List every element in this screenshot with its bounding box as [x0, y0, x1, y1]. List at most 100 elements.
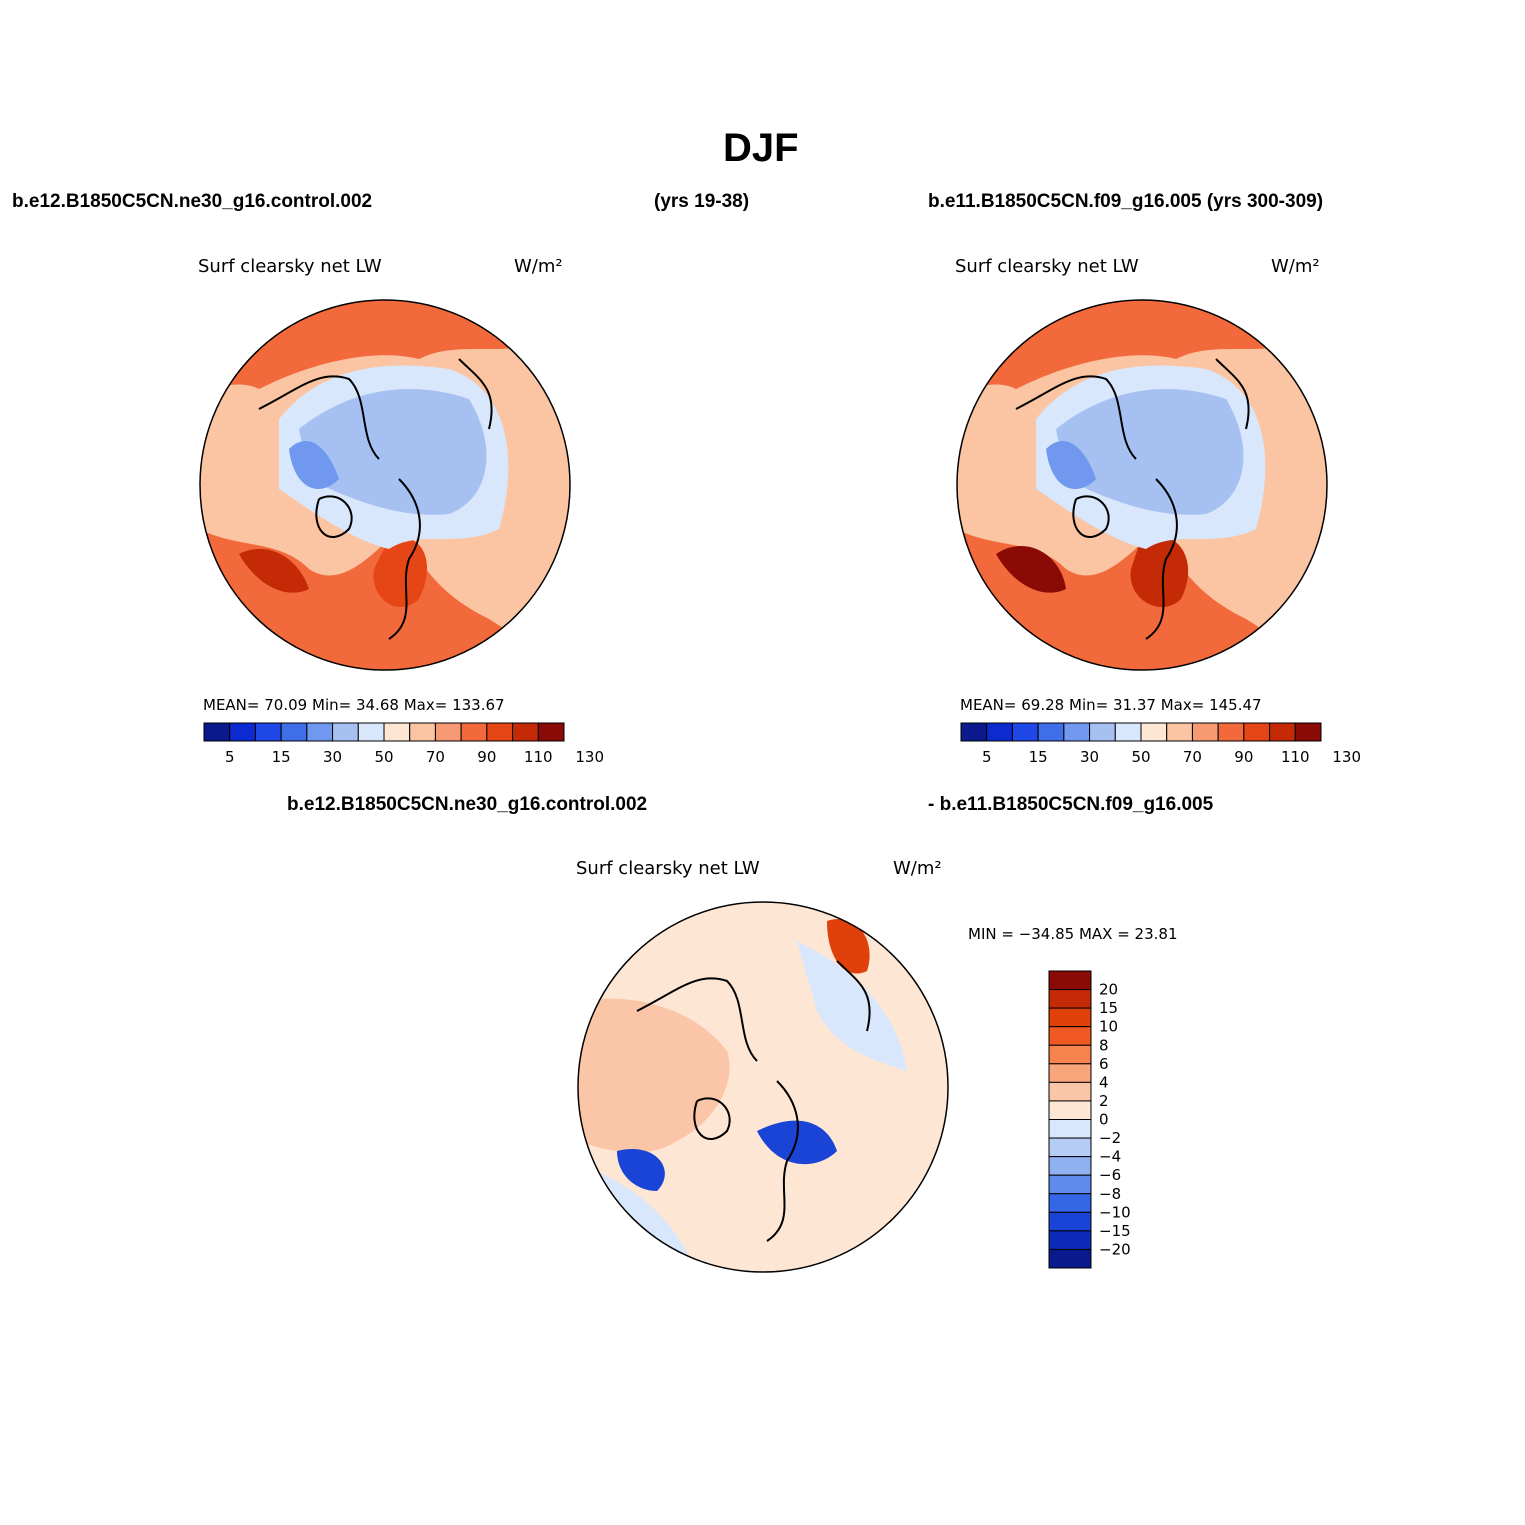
colorbar-swatch [1089, 722, 1116, 742]
colorbar-tick-label: 70 [426, 748, 445, 766]
colorbar-swatch [1243, 722, 1271, 742]
colorbar-tick-label: 110 [524, 748, 553, 766]
max-label: Max= [403, 696, 448, 714]
panel1-units: W/m² [514, 256, 563, 277]
colorbar-swatch [1048, 1007, 1092, 1028]
colorbar-tick-label: 90 [1234, 748, 1253, 766]
colorbar-swatch [203, 722, 231, 742]
colorbar-swatch [1037, 722, 1065, 742]
colorbar-swatch [1048, 1137, 1092, 1158]
panel1-variable: Surf clearsky net LW [198, 256, 382, 277]
colorbar-tick-label: −15 [1099, 1222, 1131, 1240]
colorbar-tick-label: 5 [225, 748, 235, 766]
colorbar-swatch [1114, 722, 1142, 742]
colorbar-tick-label: 20 [1099, 981, 1118, 999]
colorbar-tick-label: 2 [1099, 1092, 1109, 1110]
colorbar-swatch [1048, 1230, 1092, 1250]
colorbar-tick-label: 10 [1099, 1018, 1118, 1036]
colorbar-swatch [1048, 1193, 1092, 1213]
colorbar-tick-label: 4 [1099, 1073, 1109, 1091]
colorbar-tick-label: 15 [1029, 748, 1048, 766]
colorbar-swatch [383, 722, 411, 742]
case-b-name: b.e11.B1850C5CN.f09_g16.005 (yrs 300-309… [928, 191, 1324, 212]
colorbar-tick-label: 0 [1099, 1111, 1109, 1129]
diff-map [577, 901, 949, 1273]
panel1-field-coldest [289, 440, 339, 489]
colorbar-swatch [1166, 722, 1193, 742]
panel2-variable: Surf clearsky net LW [955, 256, 1139, 277]
colorbar-swatch [1217, 722, 1245, 742]
colorbar-tick-label: 130 [1332, 748, 1361, 766]
colorbar-swatch [1048, 989, 1092, 1009]
colorbar-tick-label: −8 [1099, 1185, 1121, 1203]
panel1-stats: MEAN= 70.09 Min= 34.68 Max= 133.67 [203, 696, 505, 714]
panel2-field-hot [996, 546, 1066, 593]
min-label: Min= [312, 696, 352, 714]
colorbar-swatch [1140, 722, 1168, 742]
panel2-units: W/m² [1271, 256, 1320, 277]
colorbar-swatch [229, 722, 256, 742]
colorbar-tick-label: 15 [1099, 999, 1118, 1017]
colorbar-swatch [332, 722, 359, 742]
colorbar-swatch [254, 722, 282, 742]
colorbar-swatch [1048, 1026, 1092, 1046]
panel2-map [956, 299, 1328, 671]
plot-title: DJF [723, 126, 799, 170]
colorbar-tick-label: 70 [1183, 748, 1202, 766]
colorbar-tick-label: 8 [1099, 1036, 1109, 1054]
diff-units: W/m² [893, 858, 942, 879]
colorbar-tick-label: 15 [272, 748, 291, 766]
colorbar-swatch [1048, 1081, 1092, 1102]
colorbar-swatch [434, 722, 462, 742]
colorbar-swatch [1048, 1156, 1092, 1176]
colorbar-tick-label: −4 [1099, 1148, 1121, 1166]
panel2-field-colder [1056, 389, 1244, 515]
colorbar-tick-label: 30 [1080, 748, 1099, 766]
diff-case-a: b.e12.B1850C5CN.ne30_g16.control.002 [287, 794, 648, 815]
colorbar-swatch [357, 722, 385, 742]
diff-minmax: MIN = −34.85 MAX = 23.81 [968, 925, 1178, 943]
panel1-field-colder [299, 389, 487, 515]
colorbar-tick-label: 30 [323, 748, 342, 766]
colorbar-tick-label: −2 [1099, 1129, 1121, 1147]
panel2-field-coldest [1046, 440, 1096, 489]
colorbar-tick-label: −20 [1099, 1240, 1131, 1258]
panel2-coastline [1015, 358, 1250, 640]
colorbar-tick-label: −10 [1099, 1203, 1131, 1221]
diff-field-neg [797, 941, 907, 1071]
diff-field-light [578, 998, 730, 1153]
colorbar-swatch [1048, 1063, 1092, 1083]
colorbar-swatch [537, 722, 565, 742]
mean-label: MEAN= [960, 696, 1017, 714]
colorbar-swatch [1048, 970, 1092, 991]
colorbar-swatch [1011, 722, 1039, 742]
colorbar-tick-label: −6 [1099, 1166, 1121, 1184]
panel2-stats: MEAN= 69.28 Min= 31.37 Max= 145.47 [960, 696, 1262, 714]
colorbar-swatch [1048, 1211, 1092, 1232]
colorbar-swatch [1191, 722, 1219, 742]
colorbar-swatch [306, 722, 334, 742]
colorbar-swatch [409, 722, 436, 742]
diff-coastline [636, 960, 871, 1242]
panel1-field-hot [239, 548, 309, 593]
colorbar-swatch [1063, 722, 1091, 742]
colorbar-swatch [1048, 1044, 1092, 1065]
max-value: 133.67 [452, 696, 505, 714]
colorbar-swatch [1294, 722, 1322, 742]
diff-variable: Surf clearsky net LW [576, 858, 760, 879]
diff-field-strong-neg [617, 1149, 665, 1191]
mean-value: 70.09 [264, 696, 308, 714]
min-value: 34.68 [355, 696, 399, 714]
diff-field-strong-neg [757, 1120, 837, 1165]
colorbar-tick-label: 50 [1131, 748, 1150, 766]
max-value: 145.47 [1209, 696, 1262, 714]
panel2-field-hot [1130, 535, 1189, 608]
panel1-field-hot [373, 537, 428, 608]
panel1-colorbar: 5 15 30 50 70 90 110 130 [203, 722, 604, 766]
colorbar-swatch [486, 722, 514, 742]
mean-label: MEAN= [203, 696, 260, 714]
colorbar-swatch [280, 722, 308, 742]
panel1-coastline [258, 358, 493, 640]
min-value: 31.37 [1112, 696, 1156, 714]
